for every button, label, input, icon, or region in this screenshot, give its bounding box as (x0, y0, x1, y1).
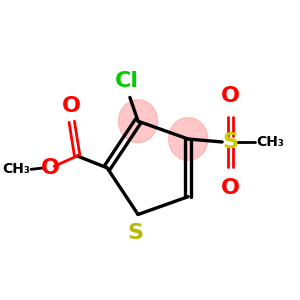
Text: O: O (221, 86, 240, 106)
Circle shape (118, 100, 158, 142)
Text: CH₃: CH₃ (2, 162, 30, 176)
Text: S: S (127, 224, 143, 243)
Text: S: S (222, 132, 238, 152)
Circle shape (169, 118, 208, 160)
Text: O: O (221, 178, 240, 198)
Text: O: O (62, 96, 81, 116)
Text: O: O (40, 158, 59, 178)
Text: CH₃: CH₃ (256, 135, 284, 149)
Text: Cl: Cl (115, 71, 139, 92)
